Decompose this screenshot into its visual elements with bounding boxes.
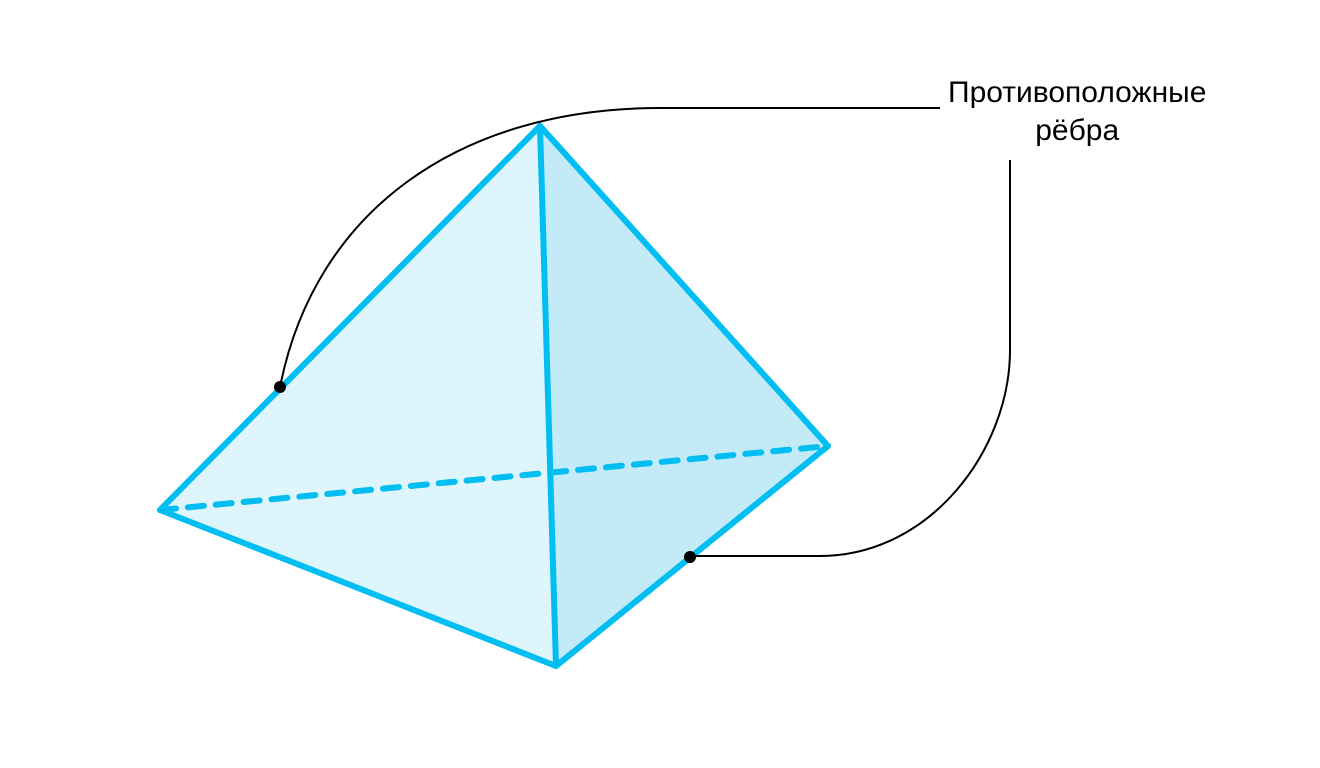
opposite-edges-label: Противоположные рёбра	[948, 74, 1206, 149]
diagram-container: Противоположные рёбра	[0, 0, 1320, 768]
label-line-2: рёбра	[1035, 114, 1119, 147]
callout-dot-b	[684, 551, 696, 563]
callout-dot-a	[274, 381, 286, 393]
label-line-1: Противоположные	[948, 76, 1206, 109]
